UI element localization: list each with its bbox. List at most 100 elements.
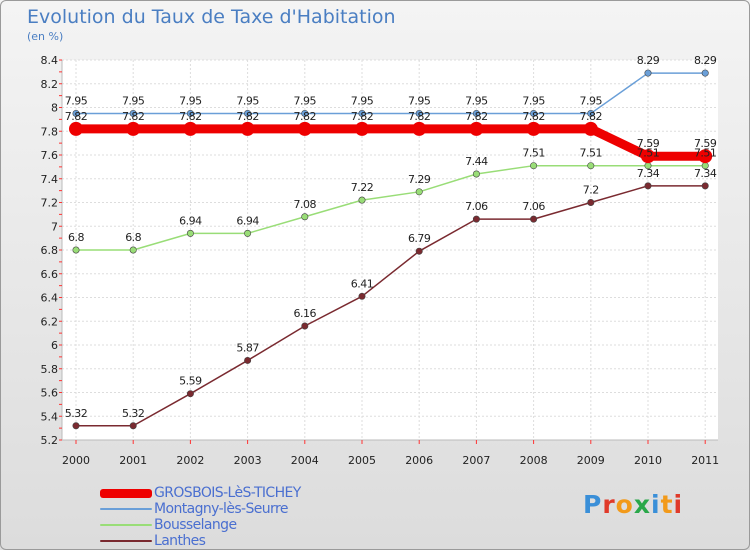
legend-label: Lanthes: [154, 533, 206, 549]
data-label: 7.82: [179, 110, 202, 123]
data-label: 7.08: [294, 198, 317, 211]
data-point: [72, 422, 80, 430]
series-line: [76, 124, 706, 161]
data-point: [72, 109, 80, 117]
data-label: 7.06: [465, 200, 488, 213]
y-tick-label: 7.2: [41, 197, 59, 210]
data-point: [644, 69, 652, 77]
legend-swatch: [100, 540, 152, 542]
data-point: [472, 109, 480, 117]
data-label: 7.82: [408, 110, 431, 123]
y-tick-label: 7.4: [41, 173, 59, 186]
data-label: 6.8: [125, 231, 141, 244]
data-point: [587, 199, 595, 207]
data-point: [129, 109, 137, 117]
data-label: 6.8: [68, 231, 84, 244]
data-label: 7.95: [65, 94, 88, 107]
data-label: 5.32: [122, 407, 145, 420]
data-label: 8.29: [694, 54, 717, 67]
data-point: [129, 422, 137, 430]
legend-item: Montagny-lès-Seurre: [100, 501, 301, 517]
data-label: 7.95: [236, 94, 259, 107]
data-label: 7.34: [694, 167, 717, 180]
data-point: [472, 170, 480, 178]
data-label: 7.95: [522, 94, 545, 107]
data-point: [641, 149, 655, 164]
data-point: [698, 149, 713, 164]
data-label: 7.06: [522, 200, 545, 213]
data-label: 7.82: [522, 110, 545, 123]
legend: GROSBOIS-LèS-TICHEY Montagny-lès-Seurre Bo…: [100, 485, 301, 549]
data-point: [415, 109, 423, 117]
data-point: [355, 121, 369, 136]
x-tick-label: 2010: [634, 454, 662, 467]
y-tick-label: 6.6: [41, 268, 59, 281]
data-label: 7.82: [65, 110, 88, 123]
y-tick-label: 8.2: [41, 78, 59, 91]
data-label: 7.29: [408, 173, 431, 186]
data-label: 5.87: [236, 341, 259, 354]
legend-item: Lanthes: [100, 533, 301, 549]
data-label: 7.95: [408, 94, 431, 107]
data-point: [415, 247, 423, 255]
data-label: 7.95: [580, 94, 603, 107]
y-tick-label: 7.8: [41, 125, 59, 138]
y-tick-label: 5.8: [41, 363, 59, 376]
data-point: [186, 109, 194, 117]
data-point: [583, 121, 598, 136]
data-label: 6.94: [179, 214, 202, 227]
data-point: [526, 121, 541, 136]
data-point: [469, 121, 484, 136]
chart-title: Evolution du Taux de Taxe d'Habitation: [27, 6, 396, 28]
y-tick-label: 8: [51, 102, 58, 115]
data-point: [530, 109, 538, 117]
data-label: 7.95: [465, 94, 488, 107]
legend-item: Bousselange: [100, 517, 301, 533]
x-tick-label: 2004: [291, 454, 319, 467]
data-point: [186, 229, 194, 237]
legend-swatch: [100, 524, 152, 526]
data-label: 7.95: [179, 94, 202, 107]
x-tick-label: 2007: [462, 454, 490, 467]
logo-letter: i: [673, 490, 684, 519]
data-label: 7.51: [522, 147, 545, 160]
data-point: [701, 182, 709, 190]
data-label: 7.82: [465, 110, 488, 123]
x-tick-label: 2006: [405, 454, 433, 467]
data-label: 5.59: [179, 375, 202, 388]
data-label: 7.51: [694, 147, 717, 160]
data-point: [301, 109, 309, 117]
data-label: 7.44: [465, 155, 488, 168]
data-point: [472, 215, 480, 223]
data-label: 6.16: [294, 307, 317, 320]
x-tick-label: 2008: [520, 454, 548, 467]
logo-letter: x: [633, 490, 651, 519]
data-point: [530, 162, 538, 170]
y-tick-label: 5.6: [41, 387, 59, 400]
data-point: [297, 121, 312, 136]
logo-letter: i: [651, 490, 661, 519]
data-label: 7.82: [580, 110, 603, 123]
y-tick-label: 5.4: [41, 410, 59, 423]
legend-item: GROSBOIS-LèS-TICHEY: [100, 485, 301, 501]
series-line: [76, 164, 706, 251]
y-tick-label: 6: [51, 339, 58, 352]
data-label: 6.94: [236, 214, 259, 227]
data-point: [358, 109, 366, 117]
data-point: [358, 292, 366, 300]
data-point: [358, 196, 366, 204]
data-label: 7.2: [583, 184, 599, 197]
data-label: 7.34: [637, 167, 660, 180]
legend-label: Montagny-lès-Seurre: [154, 501, 288, 517]
logo-letter: r: [602, 490, 616, 519]
data-point: [244, 109, 252, 117]
data-point: [183, 121, 198, 136]
series-line: [76, 185, 706, 427]
chart-subtitle: (en %): [27, 30, 64, 43]
data-label: 7.51: [580, 147, 603, 160]
data-label: 7.95: [122, 94, 145, 107]
data-label: 6.79: [408, 232, 431, 245]
series-line: [76, 72, 706, 115]
data-label: 7.59: [637, 137, 660, 150]
data-point: [126, 121, 141, 136]
